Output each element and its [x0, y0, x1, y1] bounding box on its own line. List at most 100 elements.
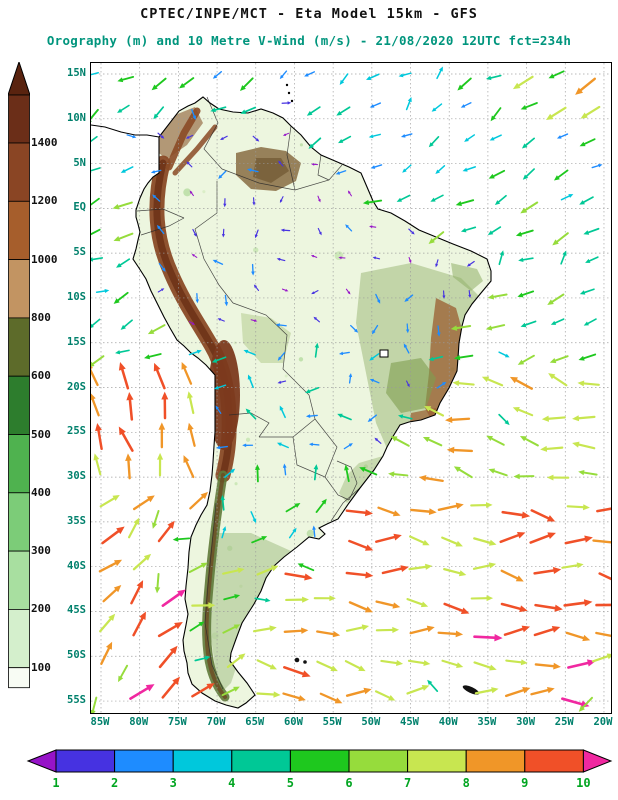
wind-arrow [481, 376, 504, 387]
wind-arrow [408, 256, 412, 264]
wind-arrow [518, 257, 534, 263]
wind-arrow [282, 132, 290, 136]
orography-colorbar-segment [8, 609, 30, 669]
wind-arrow [91, 355, 105, 367]
wind-arrow [388, 471, 409, 477]
wind-arrow [499, 531, 526, 544]
wind-arrow [345, 687, 372, 697]
wind-arrow [191, 253, 198, 258]
wind-arrow [151, 77, 167, 91]
wind-arrow [520, 320, 537, 328]
orography-colorbar-segment [8, 492, 30, 552]
wind-arrow [512, 75, 534, 90]
wind-arrow [546, 474, 570, 481]
wind-arrow [311, 163, 319, 166]
orography-tick-label: 600 [31, 369, 51, 383]
wind-arrow [221, 228, 226, 238]
wind-arrow [454, 354, 474, 361]
wind-arrow [252, 135, 260, 142]
wind-arrow [91, 72, 99, 77]
lon-tick-label: 20W [593, 716, 613, 728]
wind-arrow [579, 288, 595, 295]
wind-arrow [437, 630, 464, 638]
map-frame [90, 62, 612, 714]
lat-tick-label: 55S [67, 694, 86, 707]
chart-subtitle: Orography (m) and 10 Metre V-Wind (m/s) … [46, 33, 572, 48]
wind-arrow [192, 228, 197, 237]
wind-arrow [375, 626, 400, 633]
wind-arrow [470, 595, 494, 602]
wind-arrow [430, 194, 444, 202]
wind-arrow [521, 137, 535, 149]
wind-arrow [212, 259, 224, 265]
orography-tick-label: 300 [31, 544, 51, 558]
wind-arrow [221, 686, 240, 697]
lon-tick-label: 85W [90, 716, 110, 728]
wind-arrow [115, 349, 130, 355]
wind-tick-label: 6 [345, 776, 353, 790]
wind-arrow [283, 666, 311, 678]
wind-arrow [308, 137, 322, 149]
wind-arrow [369, 102, 382, 108]
wind-arrow [501, 510, 531, 519]
land-orography-layer [133, 97, 491, 708]
wind-arrow [277, 380, 287, 384]
wind-arrow [222, 624, 241, 634]
wind-arrow [338, 135, 352, 144]
orography-tick-label: 200 [31, 602, 51, 616]
wind-arrow [91, 393, 100, 417]
wind-arrow [252, 197, 256, 206]
orography-colorbar-segment [8, 550, 30, 610]
wind-arrow [305, 386, 320, 394]
wind-arrow [158, 422, 166, 449]
wind-arrow [195, 292, 199, 304]
wind-arrow [408, 563, 433, 571]
wind-arrow [150, 169, 162, 174]
orography-shading [451, 263, 483, 291]
orography-colorbar-arrow [8, 62, 30, 96]
wind-arrow [365, 73, 380, 80]
wind-arrow [306, 106, 321, 116]
wind-arrow [218, 170, 227, 179]
wind-arrow [95, 422, 103, 451]
wind-arrow [453, 466, 473, 479]
wind-arrow [189, 621, 205, 632]
wind-arrow [127, 517, 140, 539]
wind-colorbar-segment [348, 749, 409, 773]
wind-arrow [374, 437, 382, 444]
wind-arrow [400, 133, 413, 138]
wind-arrow [132, 611, 146, 637]
wind-arrow [319, 692, 343, 704]
wind-arrow [223, 594, 241, 601]
wind-arrow [578, 353, 597, 361]
wind-arrow [428, 231, 445, 244]
wind-arrow [252, 625, 277, 633]
wind-arrow [275, 323, 287, 327]
lon-tick-label: 70W [206, 716, 226, 728]
lon-tick-label: 40W [438, 716, 458, 728]
wind-arrow [443, 602, 470, 614]
wind-arrow [99, 494, 120, 508]
wind-arrow [377, 506, 401, 517]
wind-arrow [157, 288, 165, 293]
wind-arrow [572, 441, 596, 450]
wind-arrow [222, 567, 245, 575]
wind-arrow [441, 536, 463, 547]
wind-tick-label: 8 [462, 776, 470, 790]
orography-colorbar-segment [8, 434, 30, 494]
wind-colorbar-segment [524, 749, 584, 773]
wind-arrow [147, 324, 166, 335]
wind-arrow [579, 196, 594, 205]
wind-arrow [278, 160, 284, 167]
wind-arrow [579, 138, 596, 147]
wind-arrow [591, 163, 603, 169]
wind-arrow [256, 565, 279, 576]
wind-arrow [488, 468, 508, 477]
wind-arrow [118, 361, 130, 390]
wind-arrow [191, 602, 216, 609]
wind-arrow [520, 201, 539, 214]
lon-tick-label: 55W [322, 716, 342, 728]
wind-arrow [156, 452, 164, 477]
wind-arrow [187, 391, 195, 415]
wind-arrow [189, 491, 209, 510]
